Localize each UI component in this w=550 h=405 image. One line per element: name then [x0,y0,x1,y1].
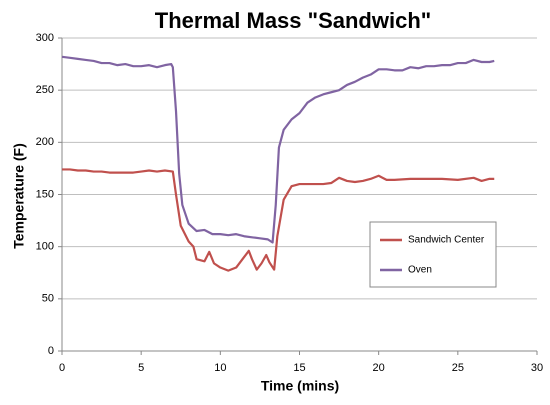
y-tick-label: 200 [36,136,54,148]
y-tick-label: 300 [36,32,54,44]
series-line [61,55,495,244]
y-axis-title: Temperature (F) [11,143,27,249]
y-tick-label: 0 [48,345,54,357]
chart-title: Thermal Mass "Sandwich" [155,8,431,33]
legend-label: Sandwich Center [408,235,485,246]
x-tick-label: 10 [214,362,226,374]
x-tick-label: 0 [59,362,65,374]
x-tick-label: 25 [452,362,464,374]
y-tick-label: 100 [36,241,54,253]
x-tick-label: 15 [293,362,305,374]
x-axis-title: Time (mins) [261,378,339,394]
x-tick-label: 30 [531,362,543,374]
series-line [62,168,495,272]
legend-label: Oven [408,265,432,276]
x-tick-label: 20 [373,362,385,374]
y-tick-label: 150 [36,188,54,200]
x-tick-label: 5 [138,362,144,374]
legend-box [369,221,497,288]
y-tick-label: 50 [42,293,54,305]
y-tick-label: 250 [36,84,54,96]
